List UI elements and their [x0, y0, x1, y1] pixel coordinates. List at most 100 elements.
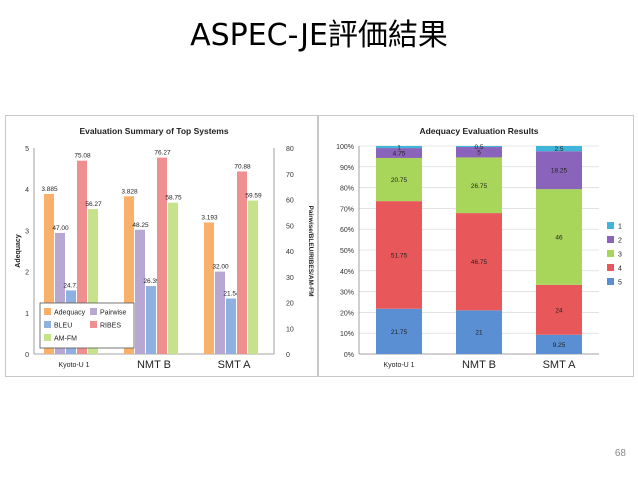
- bar-pairwise: [215, 271, 225, 354]
- legend-swatch: [44, 321, 51, 328]
- slide-title: ASPEC-JE評価結果: [190, 18, 448, 53]
- data-label: 32.00: [212, 264, 229, 271]
- data-label: 5: [477, 150, 481, 157]
- legend-swatch: [90, 321, 97, 328]
- y-tick-label: 0: [25, 352, 29, 359]
- legend-swatch: [44, 334, 51, 341]
- x-tick-label: NMT B: [137, 359, 171, 371]
- legend-label: AM-FM: [54, 336, 77, 343]
- legend-label: Pairwise: [100, 310, 127, 317]
- legend-label: Adequacy: [54, 310, 86, 317]
- legend-label: BLEU: [54, 323, 72, 330]
- bar-segment-1: [456, 146, 502, 148]
- legend-label: 2: [618, 238, 622, 245]
- bar-ribes: [77, 160, 87, 354]
- y2-tick-label: 20: [286, 301, 294, 308]
- bar-segment-1: [376, 146, 422, 149]
- y2-tick-label: 40: [286, 249, 294, 256]
- x-tick-label: Kyoto-U 1: [58, 362, 89, 369]
- data-label: 0.5: [474, 144, 483, 151]
- data-label: 3.828: [121, 188, 138, 195]
- data-label: 46: [555, 235, 563, 242]
- y-tick-label: 4: [25, 187, 29, 194]
- legend-swatch: [607, 264, 614, 271]
- y-tick-label: 30%: [340, 290, 354, 297]
- legend-swatch: [44, 308, 51, 315]
- data-label: 24.71: [63, 282, 80, 289]
- data-label: 76.27: [154, 150, 171, 157]
- data-label: 58.75: [165, 195, 182, 202]
- y2-tick-label: 50: [286, 223, 294, 230]
- bar-ribes: [157, 157, 167, 354]
- bar-adequacy: [204, 222, 214, 354]
- y-tick-label: 2: [25, 270, 29, 277]
- x-tick-label: NMT B: [462, 359, 496, 371]
- data-label: 2.5: [554, 146, 563, 153]
- data-label: 59.59: [245, 193, 262, 200]
- legend-swatch: [607, 250, 614, 257]
- bar-segment-2: [456, 147, 502, 158]
- legend-label: RIBES: [100, 323, 121, 330]
- bar-segment-3: [376, 157, 422, 202]
- legend-label: 1: [618, 224, 622, 231]
- legend-label: 3: [618, 252, 622, 259]
- data-label: 51.75: [391, 252, 408, 259]
- bar-segment-5: [456, 310, 502, 354]
- y2-tick-label: 80: [286, 146, 294, 153]
- y-tick-label: 0%: [344, 352, 354, 359]
- bar-segment-5: [536, 334, 582, 354]
- bar-segment-3: [456, 157, 502, 214]
- data-label: 4.75: [393, 151, 406, 158]
- chart-title: Evaluation Summary of Top Systems: [79, 126, 228, 136]
- y-tick-label: 5: [25, 146, 29, 153]
- data-label: 70.88: [234, 163, 251, 170]
- bar-segment-4: [376, 201, 422, 309]
- y2-tick-label: 70: [286, 172, 294, 179]
- bar-pairwise: [55, 232, 65, 354]
- y-tick-label: 90%: [340, 165, 354, 172]
- data-label: 24: [555, 307, 563, 314]
- evaluation-summary-chart-panel: Evaluation Summary of Top Systems 0 1 2 3 4 5 0…: [5, 115, 318, 377]
- legend-label: 5: [618, 280, 622, 287]
- y-tick-label: 40%: [340, 269, 354, 276]
- bar-adequacy: [124, 196, 134, 354]
- y-tick-label: 80%: [340, 186, 354, 193]
- data-label: 21.54: [223, 291, 240, 298]
- bar-am-fm: [88, 209, 98, 354]
- legend-swatch: [607, 278, 614, 285]
- adequacy-results-chart-panel: Adequacy Evaluation Results 0% 10% 20% 30% 40…: [318, 115, 634, 377]
- bar-pairwise: [135, 229, 145, 354]
- bar-segment-4: [536, 284, 582, 335]
- data-label: 46.75: [471, 259, 488, 266]
- data-label: 75.08: [74, 153, 91, 160]
- chart-title: Adequacy Evaluation Results: [419, 126, 538, 136]
- data-label: 26.75: [471, 183, 488, 190]
- legend-label: 4: [618, 266, 622, 273]
- y-axis-label: Adequacy: [15, 234, 22, 268]
- y2-tick-label: 0: [286, 352, 290, 359]
- legend-swatch: [90, 308, 97, 315]
- bar-segment-1: [536, 146, 582, 152]
- y-tick-label: 1: [25, 311, 29, 318]
- data-label: 20.75: [391, 177, 408, 184]
- bar-ribes: [237, 171, 247, 354]
- data-label: 3.193: [201, 214, 218, 221]
- data-label: 9.25: [553, 342, 566, 349]
- y-tick-label: 20%: [340, 310, 354, 317]
- data-label: 3.885: [41, 186, 58, 193]
- data-label: 56.27: [85, 201, 102, 208]
- y-tick-label: 50%: [340, 248, 354, 255]
- legend-swatch: [607, 222, 614, 229]
- bar-segment-2: [536, 151, 582, 190]
- legend-box: [39, 302, 135, 349]
- data-label: 21.75: [391, 329, 408, 336]
- x-tick-label: SMT A: [218, 359, 251, 371]
- data-label: 48.25: [132, 222, 149, 229]
- bar-am-fm: [168, 202, 178, 354]
- bar-segment-2: [376, 148, 422, 158]
- y-tick-label: 3: [25, 228, 29, 235]
- data-label: 47.00: [52, 225, 69, 232]
- data-label: 21: [475, 330, 483, 337]
- bar-bleu: [226, 298, 236, 354]
- bar-am-fm: [248, 200, 258, 354]
